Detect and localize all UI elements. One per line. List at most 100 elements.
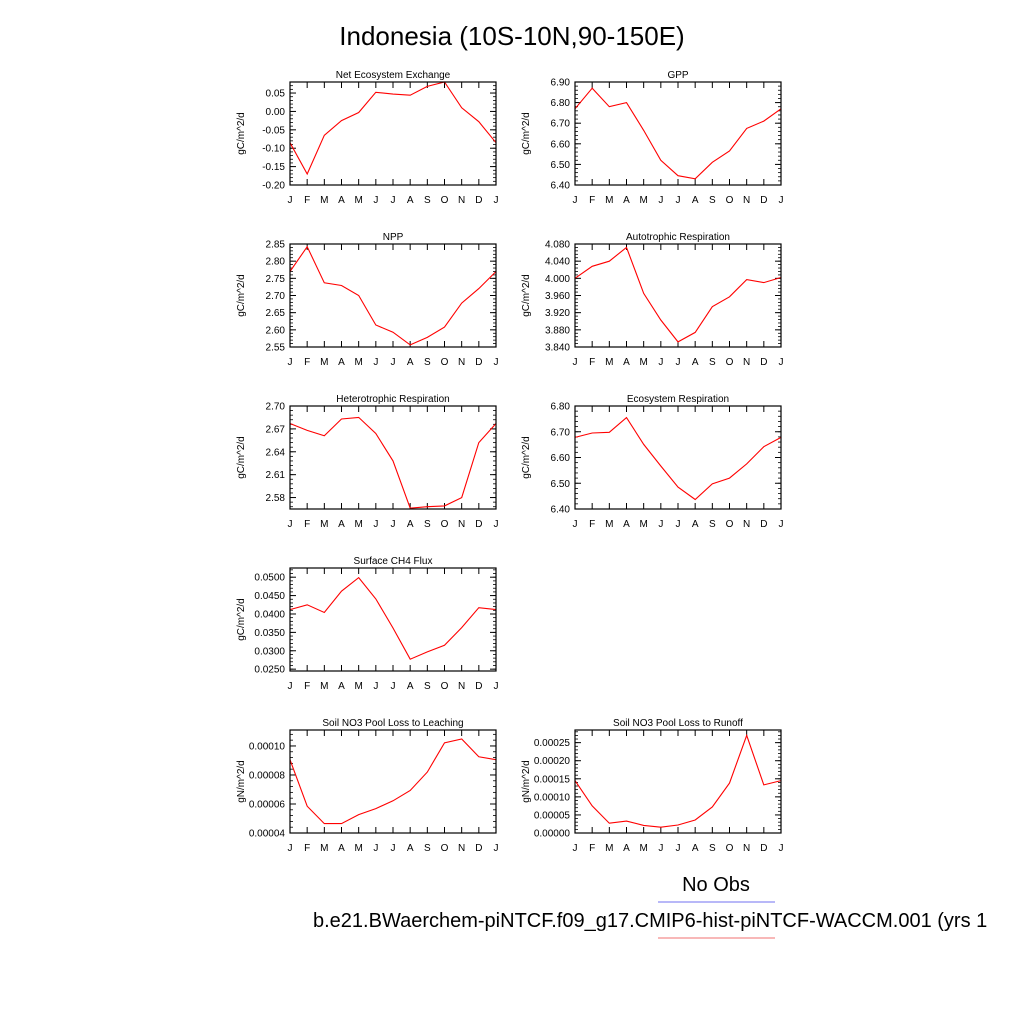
x-tick-label: O	[726, 357, 734, 368]
x-tick-label: S	[709, 357, 716, 368]
x-tick-label: A	[338, 195, 345, 206]
y-tick-label: 4.040	[545, 257, 570, 268]
x-tick-label: J	[573, 357, 578, 368]
x-tick-label: J	[373, 519, 378, 530]
x-tick-label: S	[424, 843, 431, 854]
x-tick-label: A	[407, 843, 414, 854]
y-tick-label: 2.85	[266, 240, 286, 251]
y-tick-label: 3.920	[545, 308, 570, 319]
panel-title: Autotrophic Respiration	[626, 232, 730, 243]
x-tick-label: M	[639, 843, 647, 854]
panels: Net Ecosystem Exchange gC/m^2/d 0.05 0.00 -0…	[236, 70, 784, 854]
y-axis-label: gC/m^2/d	[236, 598, 247, 641]
y-tick-label: 0.00008	[249, 770, 286, 781]
y-axis-label: gC/m^2/d	[236, 274, 247, 317]
y-tick-label: 3.880	[545, 325, 570, 336]
x-tick-label: J	[288, 195, 293, 206]
x-tick-label: J	[391, 843, 396, 854]
x-tick-label: J	[779, 195, 784, 206]
x-tick-label: M	[320, 519, 328, 530]
plot-frame	[289, 405, 497, 510]
panel-5: Ecosystem Respiration gC/m^2/d 6.80 6.70 6.6…	[521, 394, 784, 530]
y-axis-label: gC/m^2/d	[521, 112, 532, 155]
x-tick-label: A	[338, 519, 345, 530]
x-tick-label: J	[391, 681, 396, 692]
x-tick-label: M	[354, 195, 362, 206]
y-tick-label: 6.90	[551, 78, 571, 89]
x-tick-label: N	[743, 195, 750, 206]
x-tick-label: M	[639, 195, 647, 206]
series-line	[289, 416, 497, 509]
y-axis-label: gC/m^2/d	[236, 112, 247, 155]
panel-4: Heterotrophic Respiration gC/m^2/d 2.70 2.6…	[236, 394, 499, 530]
x-tick-label: F	[304, 681, 310, 692]
y-tick-label: -0.10	[262, 144, 285, 155]
y-tick-label: 3.840	[545, 343, 570, 354]
plot-frame	[289, 243, 497, 348]
y-tick-label: 2.75	[266, 274, 286, 285]
x-tick-label: M	[605, 519, 613, 530]
panel-title: GPP	[667, 70, 688, 81]
x-tick-label: M	[605, 843, 613, 854]
y-tick-label: 0.0400	[254, 609, 285, 620]
x-tick-label: A	[623, 843, 630, 854]
panel-7: Soil NO3 Pool Loss to LeachinggN/m^2/d0.…	[236, 718, 499, 854]
panel-title: Net Ecosystem Exchange	[336, 70, 451, 81]
x-tick-label: J	[288, 519, 293, 530]
y-tick-label: 4.080	[545, 240, 570, 251]
y-tick-label: 2.58	[266, 493, 286, 504]
x-tick-label: D	[475, 357, 482, 368]
x-tick-label: J	[494, 357, 499, 368]
x-tick-label: N	[743, 843, 750, 854]
y-tick-label: 6.50	[551, 479, 571, 490]
plot-frame	[574, 243, 782, 348]
y-tick-label: -0.05	[262, 125, 285, 136]
x-tick-label: J	[391, 195, 396, 206]
x-tick-label: A	[407, 681, 414, 692]
plot-frame	[289, 567, 497, 672]
panel-title: Heterotrophic Respiration	[336, 394, 449, 405]
x-tick-label: J	[494, 195, 499, 206]
y-tick-label: 3.960	[545, 291, 570, 302]
x-tick-label: F	[589, 357, 595, 368]
x-tick-label: J	[373, 195, 378, 206]
x-tick-label: N	[743, 519, 750, 530]
y-tick-label: 6.60	[551, 139, 571, 150]
y-tick-label: 2.70	[266, 402, 286, 413]
x-tick-label: M	[639, 519, 647, 530]
y-axis-label: gC/m^2/d	[236, 436, 247, 479]
y-tick-label: 0.0500	[254, 573, 285, 584]
x-tick-label: J	[658, 519, 663, 530]
panel-6: Surface CH4 Flux gC/m^2/d 0.0500 0.0450 0.04…	[236, 556, 499, 692]
x-tick-label: A	[692, 843, 699, 854]
x-tick-label: F	[304, 195, 310, 206]
x-tick-label: F	[589, 843, 595, 854]
x-tick-label: N	[743, 357, 750, 368]
panel-3: Autotrophic Respiration gC/m^2/d 4.080 4.04…	[521, 232, 784, 368]
y-tick-label: 6.60	[551, 453, 571, 464]
x-tick-label: F	[304, 357, 310, 368]
x-tick-label: M	[320, 681, 328, 692]
x-tick-label: M	[354, 681, 362, 692]
y-tick-label: 0.00	[266, 107, 286, 118]
x-tick-label: O	[441, 357, 449, 368]
x-tick-label: A	[623, 195, 630, 206]
x-tick-label: A	[407, 519, 414, 530]
x-tick-label: J	[494, 681, 499, 692]
y-tick-label: 0.00010	[534, 792, 571, 803]
x-tick-label: J	[494, 519, 499, 530]
plot-frame	[574, 81, 782, 186]
x-tick-label: D	[475, 195, 482, 206]
x-tick-label: D	[760, 195, 767, 206]
y-tick-label: 0.0250	[254, 665, 285, 676]
x-tick-label: J	[573, 195, 578, 206]
x-tick-label: J	[288, 843, 293, 854]
y-tick-label: 2.55	[266, 343, 286, 354]
x-tick-label: D	[760, 357, 767, 368]
series-line	[289, 245, 497, 346]
x-tick-label: N	[458, 519, 465, 530]
x-tick-label: O	[441, 681, 449, 692]
